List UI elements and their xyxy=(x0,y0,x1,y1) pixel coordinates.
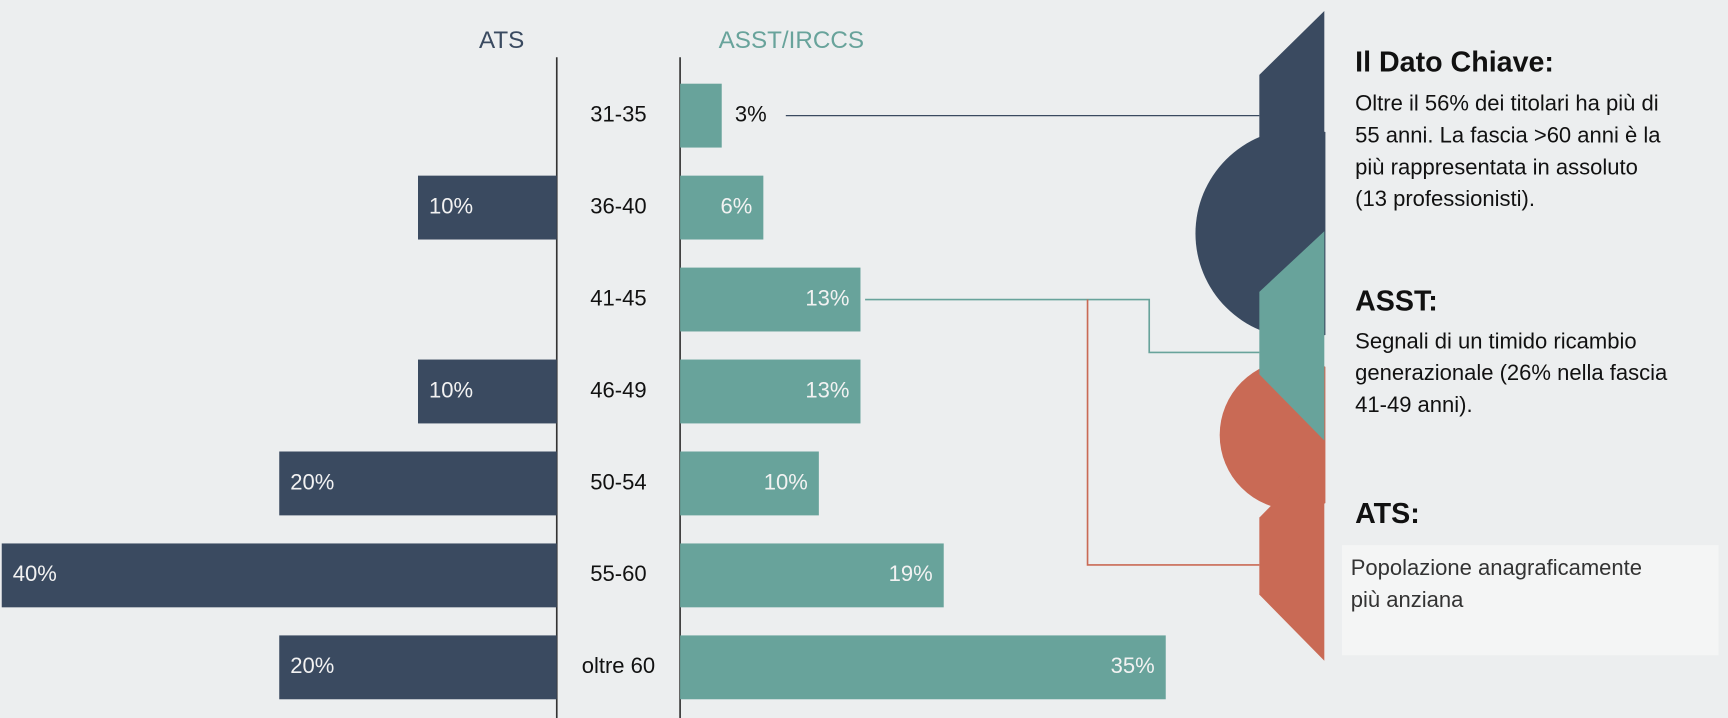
legend-label: ASST/IRCCS xyxy=(719,27,864,54)
section-text: generazionale (26% nella fascia xyxy=(1355,360,1668,385)
data-label: 35% xyxy=(1111,653,1155,678)
data-label: 3% xyxy=(735,101,767,126)
section-text: più anziana xyxy=(1351,587,1464,612)
category-label: 36-40 xyxy=(590,193,646,218)
data-label: 6% xyxy=(721,193,753,218)
section-title: ATS: xyxy=(1355,498,1420,530)
section-text: Popolazione anagraficamente xyxy=(1351,555,1642,580)
legend-label: ATS xyxy=(479,27,524,54)
chart: ATS ASST/IRCCS 31-35 3% 36-40 10% 6% 41-45 13% 46… xyxy=(0,0,1728,718)
data-label: 13% xyxy=(805,377,849,402)
section-text: Oltre il 56% dei titolari ha più di xyxy=(1355,90,1658,115)
data-label: 10% xyxy=(429,377,473,402)
section-title: Il Dato Chiave: xyxy=(1355,46,1554,78)
data-label: 20% xyxy=(290,653,334,678)
bar xyxy=(680,84,722,148)
data-label: 10% xyxy=(429,193,473,218)
category-label: 31-35 xyxy=(590,101,646,126)
section-text: Segnali di un timido ricambio xyxy=(1355,328,1636,353)
category-label: 46-49 xyxy=(590,377,646,402)
category-label: 55-60 xyxy=(590,561,646,586)
section-title: ASST: xyxy=(1355,285,1438,317)
category-label: oltre 60 xyxy=(582,653,655,678)
data-label: 19% xyxy=(889,561,933,586)
bar xyxy=(2,543,557,607)
data-label: 13% xyxy=(805,285,849,310)
bar xyxy=(680,635,1166,699)
category-label: 41-45 xyxy=(590,285,646,310)
category-label: 50-54 xyxy=(590,469,646,494)
section-text: (13 professionisti). xyxy=(1355,186,1535,211)
section-text: più rappresentata in assoluto xyxy=(1355,154,1638,179)
data-label: 40% xyxy=(13,561,57,586)
page: {"chart_data":{"type":"butterfly-bar", "… xyxy=(0,0,1728,718)
data-label: 10% xyxy=(764,469,808,494)
section-text: 55 anni. La fascia >60 anni è la xyxy=(1355,122,1661,147)
section-text: 41-49 anni). xyxy=(1355,392,1473,417)
data-label: 20% xyxy=(290,469,334,494)
